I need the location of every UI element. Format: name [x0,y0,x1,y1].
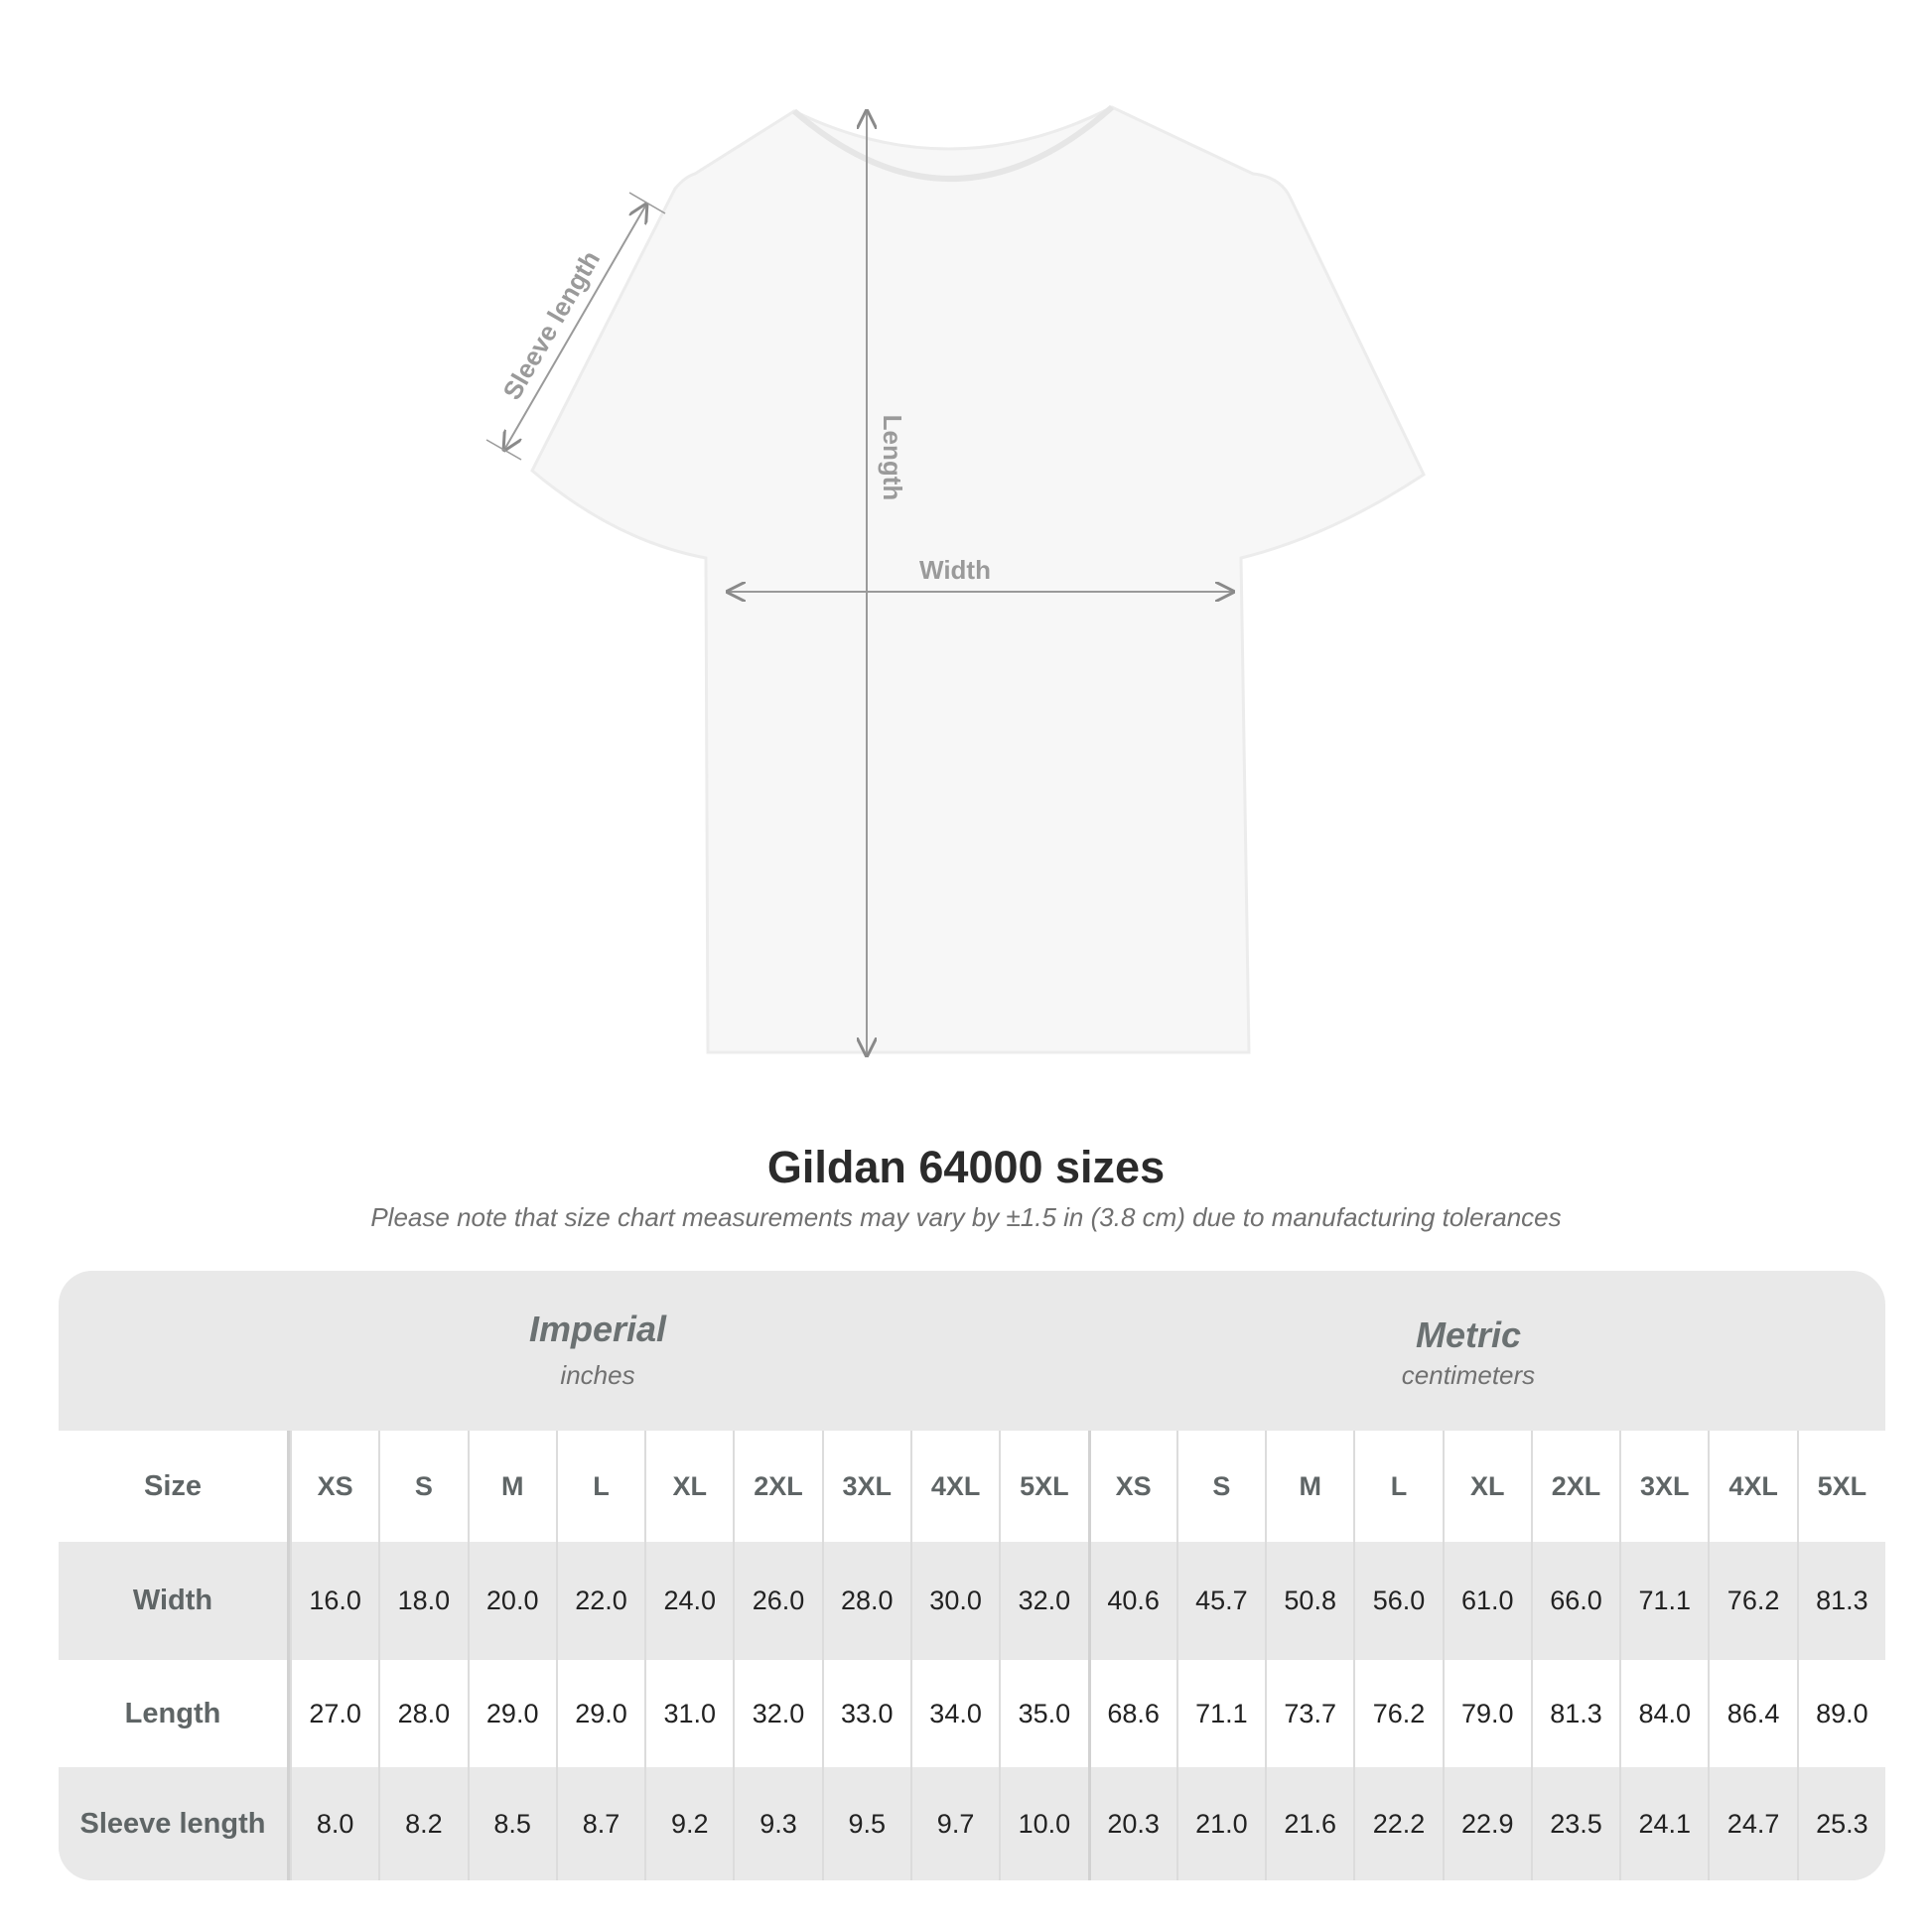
size-table: Imperial inches Metric centimeters Size X… [59,1271,1885,1880]
metric-value-cell: 20.3 [1087,1767,1176,1880]
imperial-value-cell: 10.0 [999,1767,1088,1880]
metric-size-M: M [1265,1431,1354,1542]
metric-value-cell: 79.0 [1442,1660,1531,1767]
metric-size-S: S [1175,1431,1266,1542]
metric-value-cell: 21.0 [1175,1767,1266,1880]
metric-size-XL: XL [1442,1431,1531,1542]
width-label: Width [919,555,991,585]
imperial-value-cell: 32.0 [999,1542,1088,1660]
metric-value-cell: 89.0 [1796,1660,1885,1767]
imperial-value-cell: 8.5 [467,1767,556,1880]
imperial-value-cell: 22.0 [555,1542,645,1660]
imperial-size-2XL: 2XL [733,1431,822,1542]
metric-value-cell: 50.8 [1265,1542,1354,1660]
imperial-value-cell: 8.7 [555,1767,645,1880]
metric-value-cell: 22.9 [1442,1767,1531,1880]
metric-size-L: L [1353,1431,1443,1542]
imperial-size-3XL: 3XL [821,1431,910,1542]
imperial-size-4XL: 4XL [909,1431,1000,1542]
imperial-value-cell: 24.0 [644,1542,734,1660]
imperial-value-cell: 26.0 [733,1542,822,1660]
metric-value-cell: 86.4 [1708,1660,1797,1767]
imperial-value-cell: 28.0 [821,1542,910,1660]
metric-value-cell: 22.2 [1353,1767,1443,1880]
imperial-value-cell: 9.5 [821,1767,910,1880]
imperial-value-cell: 33.0 [821,1660,910,1767]
metric-size-2XL: 2XL [1530,1431,1620,1542]
imperial-value-cell: 9.7 [909,1767,1000,1880]
imperial-value-cell: 9.3 [733,1767,822,1880]
metric-size-XS: XS [1087,1431,1176,1542]
imperial-title: Imperial [528,1309,667,1349]
imperial-value-cell: 9.2 [644,1767,734,1880]
sleeve-arrow [504,205,646,450]
imperial-value-cell: 29.0 [555,1660,645,1767]
imperial-size-5XL: 5XL [999,1431,1088,1542]
length-label: Length [878,415,907,501]
metric-value-cell: 21.6 [1265,1767,1354,1880]
imperial-unit: inches [560,1360,635,1390]
metric-value-cell: 56.0 [1353,1542,1443,1660]
imperial-value-cell: 32.0 [733,1660,822,1767]
tshirt-shape [530,105,1426,1054]
metric-value-cell: 45.7 [1175,1542,1266,1660]
metric-value-cell: 23.5 [1530,1767,1620,1880]
imperial-value-cell: 27.0 [290,1660,379,1767]
metric-value-cell: 40.6 [1087,1542,1176,1660]
tolerance-note: Please note that size chart measurements… [370,1202,1562,1232]
row-label: Width [59,1542,290,1660]
row-label: Length [59,1660,290,1767]
metric-value-cell: 61.0 [1442,1542,1531,1660]
imperial-value-cell: 31.0 [644,1660,734,1767]
imperial-value-cell: 35.0 [999,1660,1088,1767]
imperial-value-cell: 34.0 [909,1660,1000,1767]
imperial-value-cell: 30.0 [909,1542,1000,1660]
metric-size-5XL: 5XL [1796,1431,1885,1542]
metric-size-3XL: 3XL [1619,1431,1709,1542]
metric-value-cell: 71.1 [1619,1542,1709,1660]
imperial-value-cell: 29.0 [467,1660,556,1767]
metric-value-cell: 81.3 [1530,1660,1620,1767]
page-title: Gildan 64000 sizes [766,1142,1166,1192]
metric-value-cell: 68.6 [1087,1660,1176,1767]
tshirt-diagram: Width Length Sleeve length [485,104,1426,1112]
size-grid: Size XS S M L XL 2XL 3XL 4XL 5XL XS S M L XL 2XL 3XL 4XL 5… [59,1431,1885,1880]
metric-size-4XL: 4XL [1708,1431,1797,1542]
metric-value-cell: 71.1 [1175,1660,1266,1767]
metric-value-cell: 24.1 [1619,1767,1709,1880]
imperial-size-L: L [555,1431,645,1542]
imperial-value-cell: 8.2 [378,1767,468,1880]
imperial-size-S: S [378,1431,468,1542]
size-header: Size [59,1431,290,1542]
metric-value-cell: 66.0 [1530,1542,1620,1660]
metric-value-cell: 73.7 [1265,1660,1354,1767]
metric-value-cell: 25.3 [1796,1767,1885,1880]
metric-value-cell: 76.2 [1708,1542,1797,1660]
imperial-size-XS: XS [290,1431,379,1542]
imperial-value-cell: 18.0 [378,1542,468,1660]
metric-title: Metric [1415,1314,1522,1355]
metric-value-cell: 24.7 [1708,1767,1797,1880]
imperial-size-XL: XL [644,1431,734,1542]
metric-value-cell: 81.3 [1796,1542,1885,1660]
metric-value-cell: 84.0 [1619,1660,1709,1767]
imperial-value-cell: 28.0 [378,1660,468,1767]
row-label: Sleeve length [59,1767,290,1880]
imperial-value-cell: 8.0 [290,1767,379,1880]
imperial-value-cell: 20.0 [467,1542,556,1660]
metric-value-cell: 76.2 [1353,1660,1443,1767]
imperial-size-M: M [467,1431,556,1542]
imperial-value-cell: 16.0 [290,1542,379,1660]
metric-unit: centimeters [1401,1360,1536,1390]
